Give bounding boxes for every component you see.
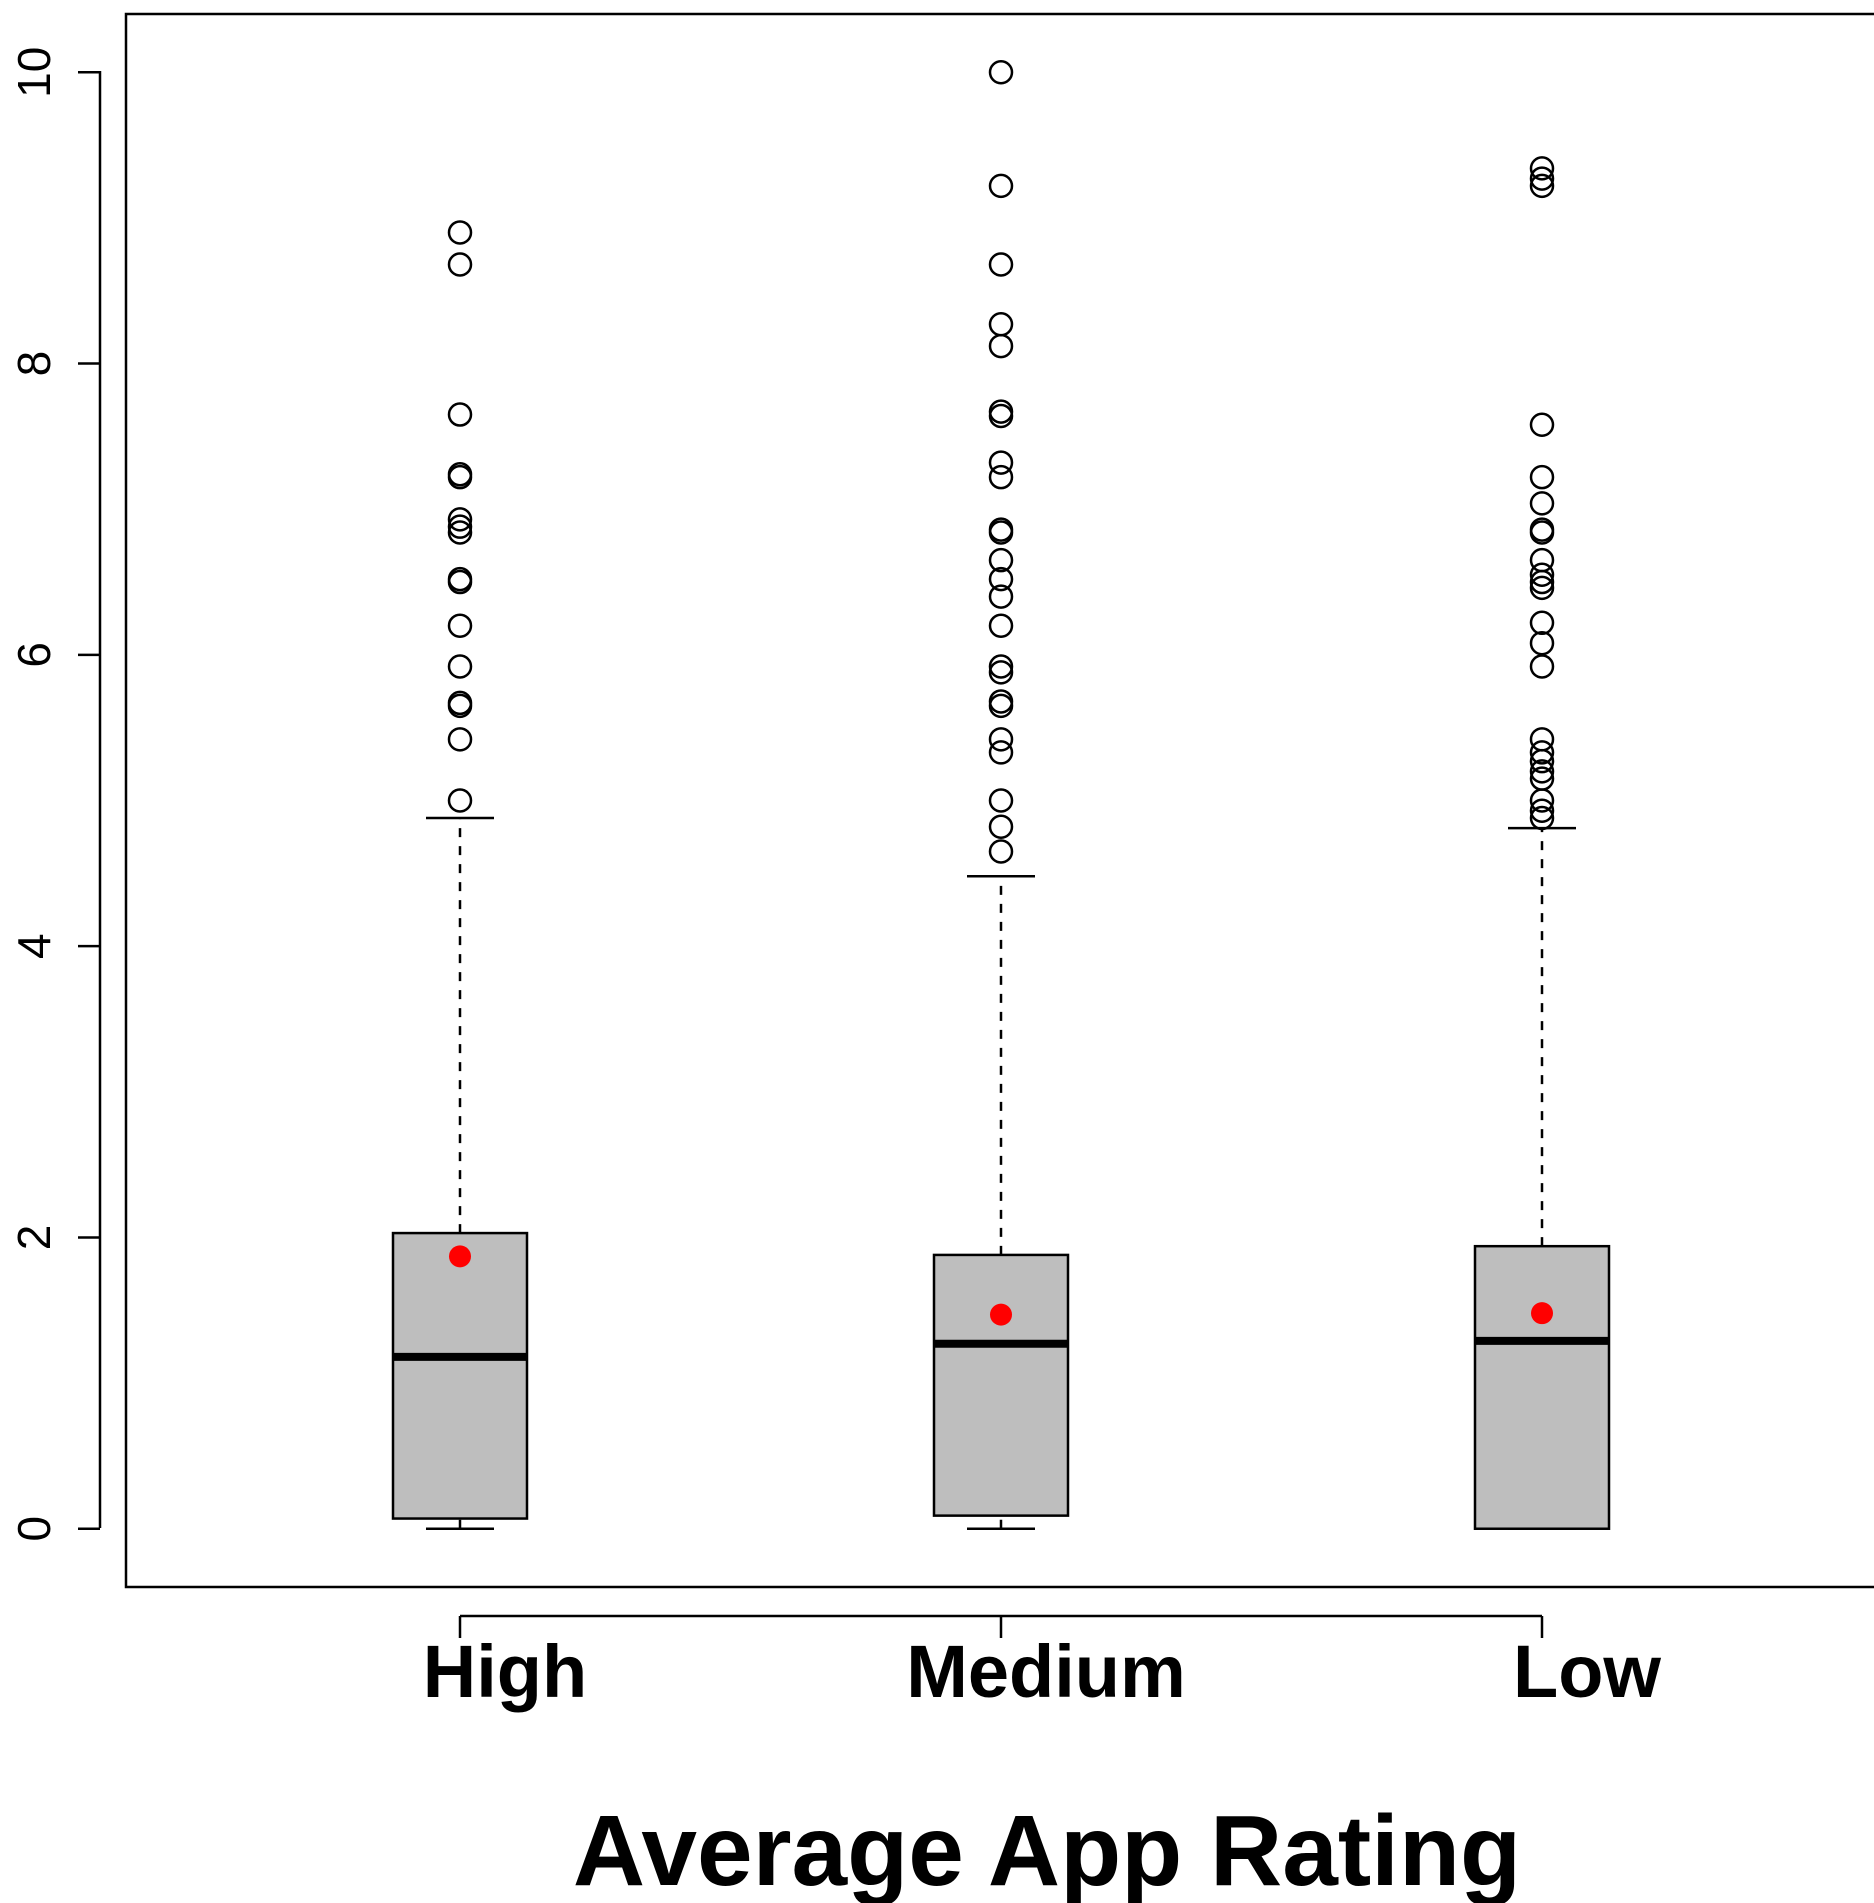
outlier-point bbox=[988, 311, 1014, 337]
outlier-point bbox=[988, 613, 1014, 638]
outlier-point bbox=[1529, 491, 1555, 516]
outlier-point bbox=[988, 654, 1014, 679]
outlier-point bbox=[1529, 727, 1555, 752]
outlier-point bbox=[1529, 759, 1555, 784]
outlier-point bbox=[1529, 654, 1555, 679]
outlier-point bbox=[1529, 173, 1555, 199]
outlier-point bbox=[447, 690, 473, 716]
outlier-point bbox=[988, 450, 1014, 475]
iqr-box bbox=[1473, 1244, 1611, 1530]
mean-point bbox=[1531, 1302, 1553, 1325]
outlier-point bbox=[988, 814, 1014, 839]
box-group-low bbox=[1473, 156, 1611, 1530]
outlier-point bbox=[1529, 412, 1555, 437]
mean-point bbox=[990, 1303, 1012, 1326]
outlier-point bbox=[447, 461, 473, 487]
outlier-point bbox=[447, 520, 473, 545]
outlier-point bbox=[988, 547, 1014, 573]
outlier-point bbox=[1529, 547, 1555, 573]
outlier-point bbox=[1529, 562, 1555, 587]
y-tick-label: 8 bbox=[8, 351, 60, 377]
x-tick-label: High bbox=[423, 1630, 587, 1713]
boxes bbox=[391, 60, 1611, 1530]
outlier-point bbox=[988, 399, 1014, 424]
outlier-point bbox=[1529, 740, 1555, 765]
outlier-point bbox=[988, 60, 1014, 85]
outlier-point bbox=[988, 173, 1014, 199]
x-tick-label: Low bbox=[1513, 1630, 1661, 1713]
outlier-point bbox=[1529, 464, 1555, 490]
outlier-point bbox=[447, 654, 473, 679]
outlier-point bbox=[447, 514, 473, 539]
plot-frame bbox=[124, 12, 1874, 1589]
outlier-point bbox=[447, 252, 473, 277]
outlier-point bbox=[988, 660, 1014, 685]
outlier-point bbox=[1529, 156, 1555, 181]
box-group-high bbox=[391, 220, 529, 1530]
y-tick-label: 2 bbox=[8, 1225, 60, 1251]
outlier-point bbox=[988, 252, 1014, 277]
outlier-point bbox=[1529, 798, 1555, 823]
y-tick-label: 6 bbox=[8, 642, 60, 668]
outlier-point bbox=[447, 788, 473, 813]
outlier-point bbox=[1529, 610, 1555, 636]
box-group-medium bbox=[932, 60, 1070, 1530]
iqr-box bbox=[391, 1231, 529, 1520]
outlier-point bbox=[988, 333, 1014, 359]
mean-point bbox=[449, 1245, 471, 1268]
outlier-point bbox=[447, 507, 473, 532]
y-tick-label: 4 bbox=[8, 933, 60, 959]
outlier-point bbox=[1529, 517, 1555, 542]
y-tick-label: 0 bbox=[8, 1516, 60, 1542]
outlier-point bbox=[447, 613, 473, 638]
outlier-point bbox=[1529, 630, 1555, 656]
y-axis: 0 2 4 6 8 10 bbox=[8, 47, 100, 1542]
outlier-point bbox=[988, 584, 1014, 609]
x-axis-title: Average App Rating bbox=[573, 1795, 1521, 1903]
outlier-point bbox=[988, 517, 1014, 542]
outlier-point bbox=[988, 740, 1014, 765]
outlier-point bbox=[1529, 805, 1555, 831]
outlier-point bbox=[988, 727, 1014, 752]
outlier-point bbox=[447, 727, 473, 752]
outlier-point bbox=[447, 220, 473, 245]
outlier-point bbox=[988, 566, 1014, 592]
x-axis: High Medium Low bbox=[423, 1616, 1661, 1713]
y-tick-label: 10 bbox=[8, 47, 60, 98]
outlier-point bbox=[988, 839, 1014, 864]
x-tick-label: Medium bbox=[906, 1630, 1186, 1713]
outlier-point bbox=[988, 689, 1014, 714]
outlier-point bbox=[447, 402, 473, 427]
outlier-point bbox=[1529, 575, 1555, 601]
outlier-point bbox=[447, 566, 473, 592]
outlier-point bbox=[1529, 166, 1555, 191]
outlier-point bbox=[1529, 766, 1555, 791]
iqr-box bbox=[932, 1253, 1070, 1517]
outlier-point bbox=[988, 464, 1014, 490]
outlier-point bbox=[988, 788, 1014, 813]
